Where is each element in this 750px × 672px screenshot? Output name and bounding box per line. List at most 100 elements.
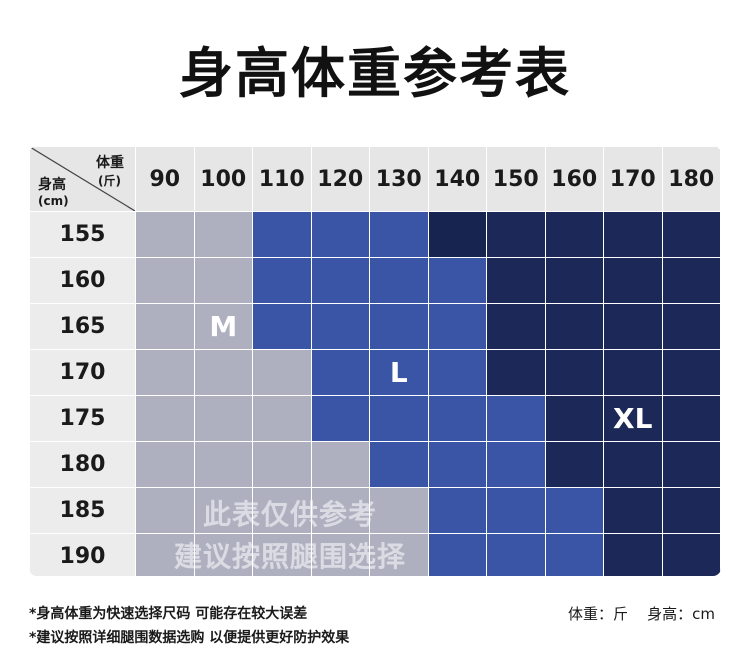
weight-axis-label: 体重 xyxy=(96,155,124,171)
weight-header-cell: 140 xyxy=(427,146,487,212)
size-cell-m xyxy=(135,441,195,488)
size-cell-l xyxy=(486,533,546,576)
size-cell-xl xyxy=(603,533,663,576)
height-axis-label: 身高 xyxy=(38,177,66,193)
size-cell-l xyxy=(486,441,546,488)
size-cell-l xyxy=(486,487,546,534)
size-cell-l xyxy=(427,303,487,350)
height-row-header: 160 xyxy=(29,257,136,304)
size-cell-xl xyxy=(544,257,604,304)
weight-header-cell: 90 xyxy=(135,146,195,212)
size-cell-m xyxy=(310,533,370,576)
size-cell-xl xyxy=(661,487,721,534)
size-cell-xl xyxy=(603,487,663,534)
height-row-header: 155 xyxy=(29,211,136,258)
size-cell-l xyxy=(427,257,487,304)
size-cell-l xyxy=(369,303,429,350)
size-cell-xl xyxy=(661,395,721,442)
weight-header-cell: 160 xyxy=(544,146,604,212)
size-cell-l xyxy=(369,395,429,442)
weight-unit-label: (斤) xyxy=(98,174,121,188)
size-cell-xl xyxy=(603,441,663,488)
size-cell-l xyxy=(369,257,429,304)
table-header-row: 体重 (斤) 身高 (cm) 90 100 110 120 130 140 150 160 17… xyxy=(29,146,721,212)
table-row: 190 xyxy=(29,533,721,576)
size-cell-xl xyxy=(661,211,721,258)
size-cell-l xyxy=(252,303,312,350)
size-cell-m xyxy=(193,349,253,396)
size-cell-xl xyxy=(486,303,546,350)
size-cell-xl xyxy=(544,441,604,488)
note-line-2: *建议按照详细腿围数据选购 以便提供更好防护效果 xyxy=(29,630,350,646)
size-cell-xl xyxy=(603,303,663,350)
size-cell-m xyxy=(135,211,195,258)
height-row-header: 185 xyxy=(29,487,136,534)
table-row: 165 M xyxy=(29,303,721,350)
size-cell-l xyxy=(369,441,429,488)
size-label: XL xyxy=(613,402,653,435)
size-cell-l xyxy=(427,533,487,576)
size-cell-m xyxy=(310,441,370,488)
size-cell-m xyxy=(135,257,195,304)
size-cell-m xyxy=(135,395,195,442)
table-corner-cell: 体重 (斤) 身高 (cm) xyxy=(29,146,136,212)
size-cell-m: M xyxy=(193,303,253,350)
size-chart-table: 体重 (斤) 身高 (cm) 90 100 110 120 130 140 150 160 17… xyxy=(29,146,721,576)
size-cell-xl xyxy=(661,349,721,396)
size-label: L xyxy=(389,356,408,389)
weight-header-cell: 110 xyxy=(252,146,312,212)
size-cell-m xyxy=(369,533,429,576)
diagonal-divider-icon xyxy=(30,147,135,211)
size-cell-xl xyxy=(544,303,604,350)
size-cell-m xyxy=(193,211,253,258)
size-cell-xl xyxy=(661,441,721,488)
size-cell-m xyxy=(193,487,253,534)
height-row-header: 170 xyxy=(29,349,136,396)
table-row: 160 xyxy=(29,257,721,304)
size-cell-l xyxy=(427,395,487,442)
size-cell-l xyxy=(310,395,370,442)
table-row: 170 L xyxy=(29,349,721,396)
watermark-line-2: 建议按照腿围选择 xyxy=(173,540,406,573)
size-cell-m xyxy=(252,533,312,576)
size-cell-m xyxy=(252,349,312,396)
height-row-header: 175 xyxy=(29,395,136,442)
weight-header-cell: 170 xyxy=(603,146,663,212)
table-row: 175 XL xyxy=(29,395,721,442)
size-cell-l xyxy=(310,303,370,350)
size-cell-m xyxy=(135,349,195,396)
watermark-line-1: 此表仅供参考 xyxy=(202,498,377,531)
weight-header-cell: 180 xyxy=(661,146,721,212)
size-cell-m xyxy=(252,441,312,488)
size-cell-l xyxy=(310,349,370,396)
size-cell-xl xyxy=(544,395,604,442)
size-cell-l xyxy=(544,533,604,576)
watermark-text: 此表仅供参考 建议按照腿围选择 xyxy=(135,494,445,578)
size-label: M xyxy=(209,310,238,343)
table-row: 185 xyxy=(29,487,721,534)
size-cell-l xyxy=(252,211,312,258)
unit-legend: 体重：斤 身高：cm xyxy=(568,605,715,623)
size-cell-m xyxy=(193,533,253,576)
size-cell-xl xyxy=(427,211,487,258)
note-line-1: *身高体重为快速选择尺码 可能存在较大误差 xyxy=(29,606,308,622)
size-cell-xl xyxy=(661,303,721,350)
size-cell-m xyxy=(193,257,253,304)
weight-header-cell: 150 xyxy=(486,146,546,212)
table-row: 155 xyxy=(29,211,721,258)
size-cell-l xyxy=(427,487,487,534)
size-cell-xl xyxy=(603,211,663,258)
size-cell-l xyxy=(252,257,312,304)
size-cell-xl xyxy=(544,349,604,396)
size-cell-l xyxy=(369,211,429,258)
height-row-header: 180 xyxy=(29,441,136,488)
size-cell-m xyxy=(193,395,253,442)
size-cell-m xyxy=(252,395,312,442)
size-cell-xl xyxy=(486,349,546,396)
size-cell-xl: XL xyxy=(603,395,663,442)
page-title: 身高体重参考表 xyxy=(179,42,571,105)
weight-header-cell: 100 xyxy=(193,146,253,212)
size-cell-m xyxy=(193,441,253,488)
size-cell-l xyxy=(310,211,370,258)
size-cell-xl xyxy=(661,257,721,304)
